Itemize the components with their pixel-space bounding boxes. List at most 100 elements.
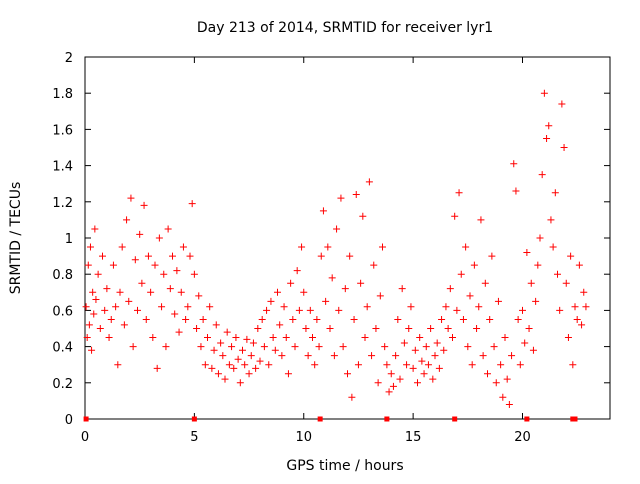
y-tick-label: 1.8 [52,87,73,102]
y-tick-label: 1.2 [52,196,73,211]
data-point [558,100,566,108]
data-point [462,243,470,251]
data-point [534,261,542,269]
data-point [379,243,386,251]
data-point [230,364,238,372]
data-point [414,379,421,387]
data-point [96,325,104,332]
data-point [562,279,570,287]
data-point [389,382,397,390]
data-point [265,361,273,369]
data-point [494,297,502,305]
data-point [341,285,349,293]
data-point [479,352,487,360]
data-point [304,352,312,360]
data-point [190,270,198,278]
y-tick-label: 0.8 [52,268,73,283]
data-point [514,315,522,323]
data-point [567,252,575,260]
data-point [326,325,334,332]
data-point [109,261,117,269]
data-point [289,315,297,323]
data-point [123,216,131,224]
data-point [424,361,432,369]
data-point [475,303,483,311]
data-point [287,279,295,287]
data-point [357,279,365,287]
data-point [427,325,435,332]
data-point [114,361,122,369]
data-point [298,243,306,251]
data-point [554,270,561,278]
data-point [578,321,586,329]
data-point [549,243,557,251]
data-point [398,285,406,293]
data-point [219,352,227,360]
data-point [538,171,546,179]
data-point [179,243,187,251]
data-point [319,207,327,215]
data-point [164,225,172,233]
data-point [83,334,91,342]
data-point [232,334,240,342]
data-point [505,401,513,409]
y-tick-label: 0.2 [52,377,73,392]
data-point [551,189,559,197]
data-point [486,315,494,323]
data-point [569,361,577,369]
data-point [392,352,400,360]
data-point [376,292,384,300]
data-point [239,346,246,354]
x-tick-label: 5 [190,430,198,445]
chart-title: Day 213 of 2014, SRMTID for receiver lyr… [197,20,493,36]
data-point [302,325,310,332]
y-axis-title: SRMTID / TECUs [8,182,24,295]
data-point [532,297,540,305]
x-axis: 0 5 10 15 20 [81,57,531,445]
data-point [468,361,476,369]
data-point [363,303,371,311]
data-point [580,288,588,296]
data-point [169,252,176,260]
data-point [267,297,275,305]
data-point [204,334,211,342]
data-points [82,89,590,422]
data-point [241,361,249,369]
data-point [149,334,157,342]
data-point [186,252,194,260]
data-point [324,243,332,251]
data-point [138,279,146,287]
y-tick-label: 1 [65,232,73,247]
data-point [260,343,268,351]
data-point [536,234,544,242]
data-point [499,393,507,401]
data-point [175,328,183,336]
data-point [127,194,135,202]
data-point [166,285,174,293]
data-point [271,346,279,354]
data-point [142,315,150,323]
x-tick-label: 10 [295,430,312,445]
data-point [245,370,253,378]
x-tick-label: 0 [81,430,89,445]
data-point [361,334,369,342]
data-point [466,292,474,300]
data-point [484,370,491,378]
data-point [144,252,152,260]
data-point [582,303,590,311]
data-point [94,270,102,278]
data-point [184,303,192,311]
data-point [473,325,481,332]
data-point [464,343,472,351]
zero-marker [191,416,197,422]
data-point [125,297,133,305]
data-point [438,315,446,323]
data-point [405,325,413,332]
data-point [400,339,408,347]
data-point [529,346,537,354]
data-point [352,191,360,199]
data-point [512,187,520,195]
data-point [433,339,441,347]
data-point [107,315,115,323]
